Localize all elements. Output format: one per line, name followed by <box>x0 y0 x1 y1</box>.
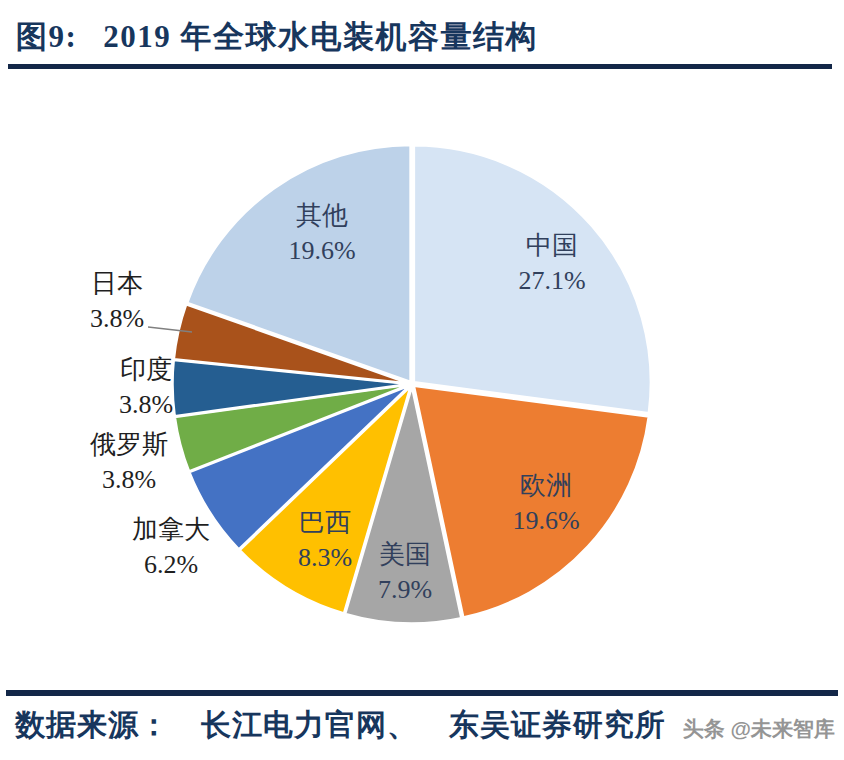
footer-divider <box>6 690 838 696</box>
pie-chart: 中国27.1% 欧洲19.6% 美国7.9% 巴西8.3% 加拿大6.2% 俄罗斯3.8%… <box>0 0 844 760</box>
slice-label-others: 其他19.6% <box>288 198 355 268</box>
data-source-text: 数据来源： 长江电力官网、 东吴证券研究所 <box>15 705 666 746</box>
slice-label-china: 中国27.1% <box>518 228 585 298</box>
slice-label-europe: 欧洲19.6% <box>512 468 579 538</box>
slice-label-russia: 俄罗斯3.8% <box>90 427 168 497</box>
watermark-toutiao: 头条 @未来智库 <box>683 715 835 743</box>
slice-label-usa: 美国7.9% <box>378 537 432 607</box>
slice-label-canada: 加拿大6.2% <box>132 512 210 582</box>
slice-label-brazil: 巴西8.3% <box>298 505 352 575</box>
slice-label-india: 印度3.8% <box>119 352 173 422</box>
slice-label-japan: 日本3.8% <box>90 266 144 336</box>
